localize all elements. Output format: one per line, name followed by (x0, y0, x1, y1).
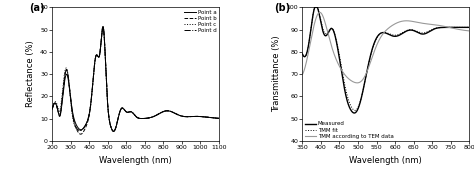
Point d (216, 117, 222, 119)
Point c (164, 110, 169, 112)
TMM fit (352, 109, 358, 111)
TMM fit (312, 6, 318, 8)
Measured (419, 33, 424, 35)
Point a (85, 119, 91, 121)
Point c (59, 97, 64, 100)
Point b (118, 108, 124, 110)
Legend: Point a, Point b, Point c, Point d: Point a, Point b, Point c, Point d (183, 9, 217, 33)
Point d (111, 130, 117, 132)
Point a (164, 110, 169, 112)
Point a (118, 108, 124, 110)
Point d (49, 108, 55, 110)
TMM fit (426, 30, 431, 32)
Point c (100, 26, 106, 28)
Point b (112, 129, 118, 131)
Point d (59, 103, 64, 105)
Measured (426, 31, 431, 33)
Point a (118, 109, 123, 111)
TMM fit (466, 26, 472, 29)
Line: Point a: Point a (52, 27, 219, 131)
Line: Point c: Point c (52, 27, 219, 131)
TMM according to TEM data (426, 23, 431, 25)
X-axis label: Wavelength (nm): Wavelength (nm) (349, 156, 422, 165)
TMM according to TEM data (343, 75, 349, 77)
TMM fit (419, 32, 424, 34)
TMM according to TEM data (466, 30, 472, 32)
Point a (216, 117, 222, 119)
Point c (118, 109, 123, 111)
TMM according to TEM data (419, 22, 424, 24)
Measured (371, 42, 377, 45)
Point a (49, 108, 55, 110)
Point b (100, 26, 106, 28)
Point d (118, 109, 123, 111)
Measured (352, 112, 357, 114)
Point b (59, 102, 64, 104)
Point c (216, 117, 222, 119)
Point a (59, 105, 64, 107)
Point a (112, 129, 118, 131)
Point b (164, 110, 169, 112)
Point b (49, 108, 55, 110)
Measured (466, 26, 472, 29)
Line: Point b: Point b (52, 27, 219, 134)
Point a (111, 130, 117, 132)
TMM fit (300, 53, 305, 55)
Point b (78, 133, 83, 135)
TMM according to TEM data (317, 11, 323, 14)
Y-axis label: Reflectance (%): Reflectance (%) (26, 41, 35, 107)
Point c (49, 108, 55, 110)
TMM fit (343, 90, 349, 92)
Point c (118, 108, 124, 110)
TMM fit (444, 26, 450, 29)
Point b (118, 109, 123, 111)
Line: TMM according to TEM data: TMM according to TEM data (302, 12, 469, 83)
Text: (a): (a) (29, 3, 44, 13)
Measured (343, 95, 349, 97)
TMM according to TEM data (318, 12, 324, 14)
Text: (b): (b) (274, 3, 290, 13)
TMM according to TEM data (355, 82, 360, 84)
Y-axis label: Transmittance (%): Transmittance (%) (272, 36, 281, 112)
Measured (300, 53, 305, 55)
Point d (85, 119, 91, 121)
TMM according to TEM data (371, 51, 377, 53)
Point d (100, 26, 106, 28)
Point c (85, 119, 91, 121)
Line: Measured: Measured (302, 7, 469, 113)
Point d (118, 108, 124, 110)
Point b (216, 117, 222, 119)
X-axis label: Wavelength (nm): Wavelength (nm) (99, 156, 172, 165)
Point d (112, 129, 118, 131)
Point c (111, 130, 117, 132)
TMM according to TEM data (444, 26, 450, 28)
Measured (312, 6, 318, 8)
TMM fit (318, 19, 324, 22)
Point b (85, 120, 91, 122)
Point c (112, 129, 118, 131)
Measured (444, 26, 450, 29)
TMM according to TEM data (300, 73, 305, 76)
Legend: Measured, TMM fit, TMM according to TEM data: Measured, TMM fit, TMM according to TEM … (304, 121, 394, 139)
Point d (164, 110, 169, 112)
TMM fit (371, 43, 377, 45)
Line: TMM fit: TMM fit (302, 7, 469, 110)
Measured (318, 21, 324, 23)
Line: Point d: Point d (52, 27, 219, 131)
Point a (100, 26, 106, 28)
